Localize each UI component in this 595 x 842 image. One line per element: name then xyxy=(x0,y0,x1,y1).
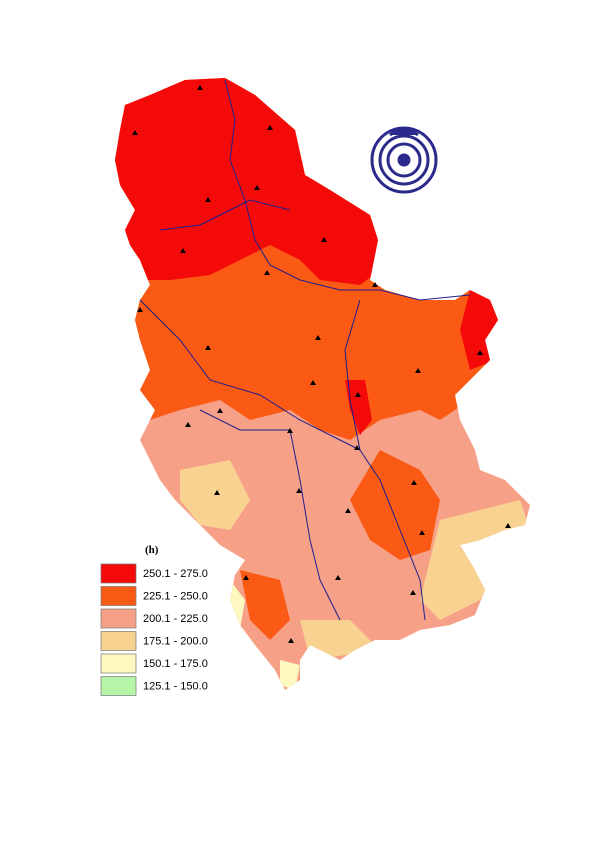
map-area xyxy=(115,78,530,690)
legend-swatch xyxy=(100,608,137,629)
legend-label: 150.1 - 175.0 xyxy=(143,658,208,670)
legend-swatch xyxy=(100,586,137,606)
legend-label: 200.1 - 225.0 xyxy=(143,613,208,625)
legend-title: (h) xyxy=(145,544,159,556)
legend-label: 250.1 - 275.0 xyxy=(143,568,208,580)
legend-swatch xyxy=(100,631,137,651)
rivers xyxy=(139,79,471,621)
legend-label: 175.1 - 200.0 xyxy=(143,635,208,647)
legend-label: 125.1 - 150.0 xyxy=(143,680,208,692)
legend-swatch xyxy=(100,563,137,584)
legend-swatch xyxy=(100,676,137,696)
legend: 250.1 - 275.0 225.1 - 250.0 200.1 - 225.0 1… xyxy=(100,563,208,696)
legend-swatch xyxy=(100,653,137,674)
logo xyxy=(370,126,438,194)
legend-label: 225.1 - 250.0 xyxy=(143,590,208,602)
